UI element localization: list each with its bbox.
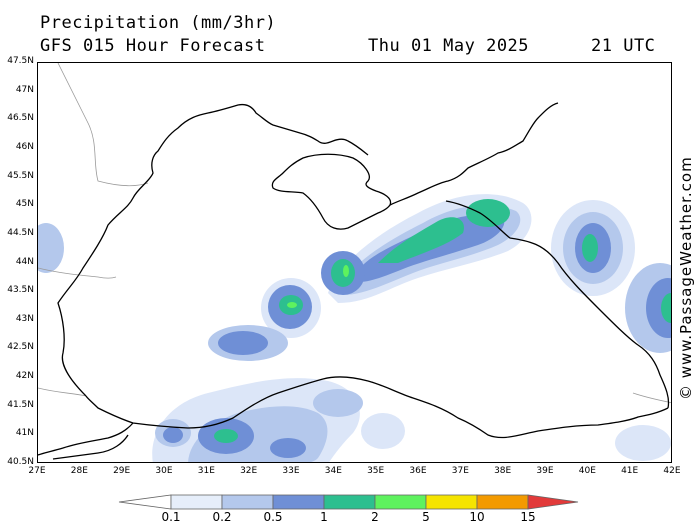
precip-cell-41e-peak [661,293,671,323]
legend-arrow-low [118,494,172,510]
longitude-label: 35E [367,466,385,476]
coast-bosphorus [38,422,134,456]
precip-cell-37e [466,199,510,227]
legend-swatch [374,494,427,510]
forecast-label: GFS 015 Hour Forecast [40,36,266,56]
legend-swatch [323,494,376,510]
coast-azov [389,102,559,206]
longitude-label: 39E [536,466,554,476]
border-bulgaria-turkey [38,387,87,397]
longitude-label: 31E [197,466,215,476]
latitude-label: 44.5N [7,227,34,238]
legend-label: 5 [422,510,430,524]
precipitation-legend [118,494,583,514]
coast-crimea [271,153,392,230]
forecast-time: 21 UTC [591,36,656,56]
longitude-label: 27E [28,466,46,476]
country-borders [38,63,671,404]
latitude-label: 40.5N [7,457,34,467]
latitude-label: 42N [15,371,34,382]
legend-swatch [425,494,478,510]
coast-bosphorus-south [52,434,129,460]
precip-cell-34e-core [331,259,355,287]
forecast-date: Thu 01 May 2025 [368,36,530,56]
border-georgia [632,392,671,404]
legend-label: 0.2 [212,510,232,524]
coast-east [445,200,670,409]
latitude-label: 45N [15,199,34,210]
longitude-label: 33E [282,466,300,476]
precip-cell-40e-peak [582,234,598,262]
legend-label: 10 [469,510,485,524]
longitude-label: 29E [113,466,131,476]
longitude-label: 28E [70,466,88,476]
longitude-label: 36E [409,466,427,476]
longitude-label: 32E [240,466,258,476]
precip-cell-south-3 [313,389,363,417]
precip-cell-31e-core [218,331,268,355]
latitude-label: 46N [15,141,34,152]
latitude-label: 42.5N [7,342,34,353]
coast-turkey [85,376,669,439]
legend-swatch [272,494,325,510]
longitude-label: 41E [621,466,639,476]
legend-swatch [170,494,223,510]
precip-cell-south-6 [615,425,671,461]
legend-bar [118,494,579,510]
precip-cell-west [38,223,64,273]
credit-text: © www.PassageWeather.com [677,156,695,400]
longitude-label: 34E [324,466,342,476]
map-title: Precipitation (mm/3hr) [40,13,277,33]
longitude-label: 37E [451,466,469,476]
border-romania-bulgaria [38,267,117,279]
coast-northwest [57,103,369,397]
precip-cell-south-1-core [214,429,238,443]
legend-label: 0.1 [161,510,181,524]
precip-cell-32e-peak [287,302,297,308]
latitude-label: 41.5N [7,399,34,410]
longitude-label: 38E [494,466,512,476]
legend-swatch [476,494,529,510]
latitude-label: 43.5N [7,285,34,296]
map-canvas [38,63,671,462]
border-moldova [57,63,149,187]
precip-cell-41e-core [646,278,671,338]
latitude-label: 43N [15,313,34,324]
precipitation-map [37,62,672,463]
legend-arrow-high [527,494,579,510]
latitude-label: 44N [15,256,34,267]
latitude-label: 46.5N [7,113,34,124]
latitude-label: 41N [15,428,34,439]
longitude-label: 40E [578,466,596,476]
coastline [38,102,670,460]
legend-label: 2 [371,510,379,524]
legend-label: 0.5 [263,510,283,524]
precip-cell-south-2 [270,438,306,458]
legend-label: 1 [320,510,328,524]
latitude-label: 47N [15,84,34,95]
latitude-label: 45.5N [7,170,34,181]
legend-swatch [221,494,274,510]
precip-cells [38,194,671,462]
latitude-label: 47.5N [7,56,34,66]
longitude-label: 42E [663,466,681,476]
precip-cell-south-5 [361,413,405,449]
longitude-label: 30E [155,466,173,476]
precip-cell-south-4-core [163,427,183,443]
precip-cell-34e-peak [343,265,349,277]
legend-label: 15 [520,510,536,524]
precip-band-northeast-peak [378,217,464,263]
